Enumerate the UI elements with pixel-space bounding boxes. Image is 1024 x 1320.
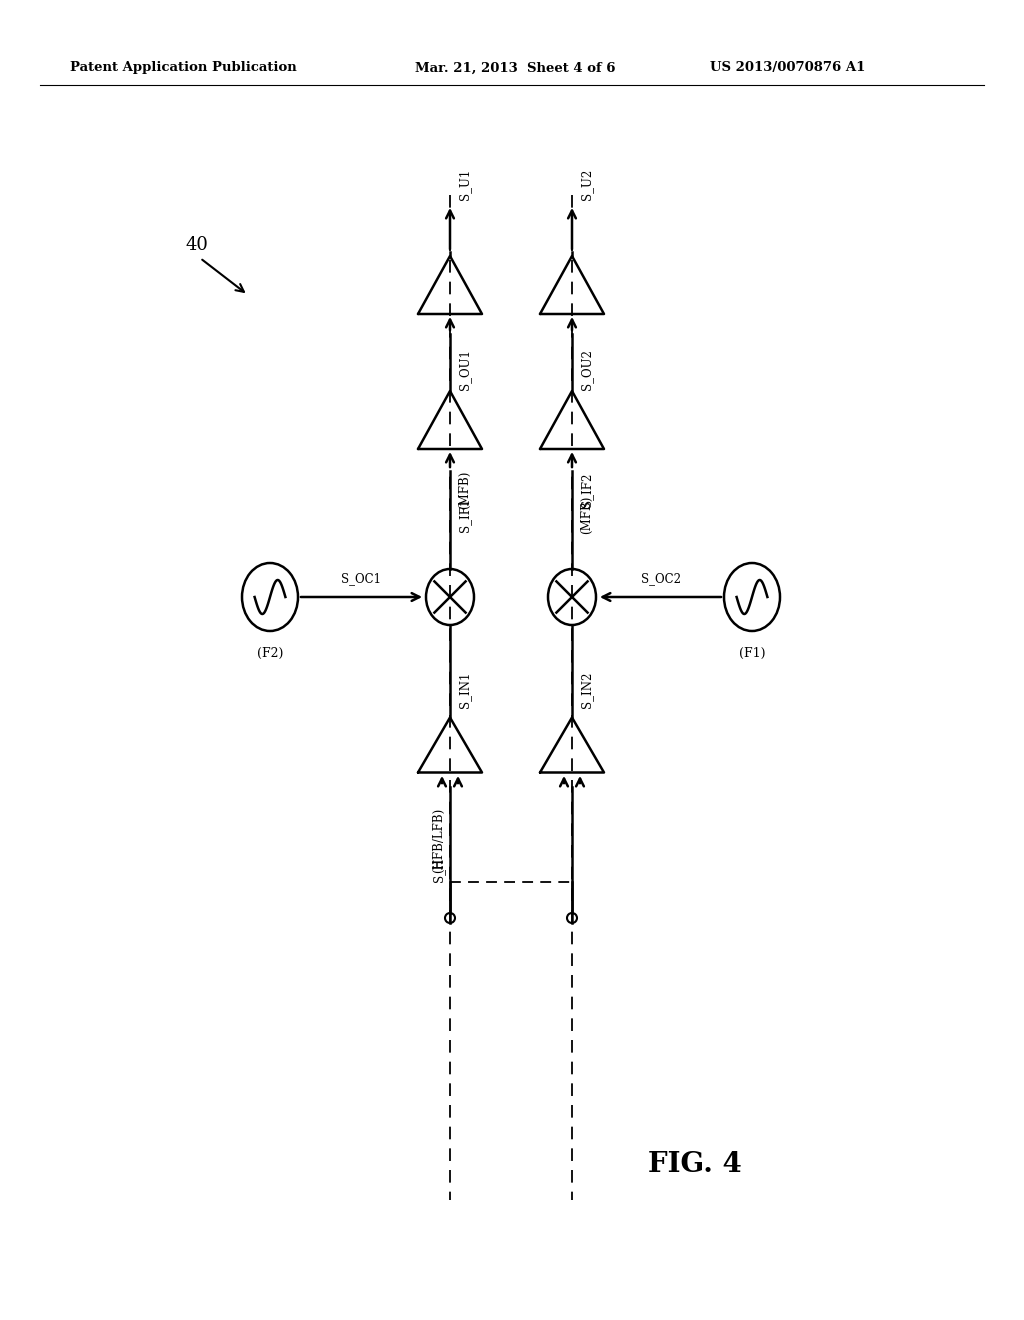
Text: S_IF2: S_IF2 bbox=[580, 473, 593, 507]
Text: S_IF1: S_IF1 bbox=[458, 498, 471, 532]
Text: US 2013/0070876 A1: US 2013/0070876 A1 bbox=[710, 62, 865, 74]
Text: S_H: S_H bbox=[432, 858, 445, 882]
Text: (MFB): (MFB) bbox=[458, 471, 471, 510]
Text: S_OU1: S_OU1 bbox=[458, 350, 471, 391]
Text: (F1): (F1) bbox=[738, 647, 765, 660]
Text: S_U2: S_U2 bbox=[580, 169, 593, 201]
Text: (F2): (F2) bbox=[257, 647, 284, 660]
Text: Patent Application Publication: Patent Application Publication bbox=[70, 62, 297, 74]
Text: S_IN1: S_IN1 bbox=[458, 672, 471, 709]
Text: (MFB): (MFB) bbox=[580, 496, 593, 535]
Text: S_OU2: S_OU2 bbox=[580, 350, 593, 391]
Text: S_IN2: S_IN2 bbox=[580, 672, 593, 709]
Text: 40: 40 bbox=[185, 236, 208, 253]
Text: (HFB/LFB): (HFB/LFB) bbox=[432, 808, 445, 873]
Text: S_U1: S_U1 bbox=[458, 169, 471, 201]
Text: FIG. 4: FIG. 4 bbox=[648, 1151, 741, 1179]
Text: Mar. 21, 2013  Sheet 4 of 6: Mar. 21, 2013 Sheet 4 of 6 bbox=[415, 62, 615, 74]
Text: S_OC2: S_OC2 bbox=[640, 573, 681, 586]
Text: S_OC1: S_OC1 bbox=[341, 573, 382, 586]
